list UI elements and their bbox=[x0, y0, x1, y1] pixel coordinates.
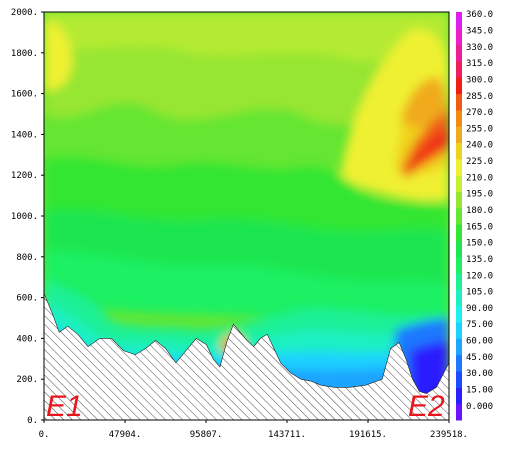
colorbar-swatch bbox=[456, 158, 462, 176]
y-axis: 0. 200. 400. 600. 800. 1000. 1200. 1400. 1600. 18… bbox=[11, 8, 44, 426]
colorbar-legend: 0.000 15.00 30.00 45.00 60.00 75.00 90.00 105.0… bbox=[456, 10, 493, 421]
terrain-mask bbox=[44, 293, 449, 420]
colorbar-swatch bbox=[456, 109, 462, 127]
colorbar-swatch bbox=[456, 273, 462, 290]
y-tick-label: 1600. bbox=[11, 90, 38, 100]
colorbar-swatch bbox=[456, 60, 462, 78]
y-tick-label: 1200. bbox=[11, 171, 38, 181]
colorbar-label: 15.00 bbox=[466, 386, 493, 396]
colorbar-swatch bbox=[456, 403, 462, 421]
colorbar-swatch bbox=[456, 387, 462, 405]
colorbar-swatch bbox=[456, 207, 462, 225]
colorbar-swatch bbox=[456, 142, 462, 160]
annotation-e1: E1 bbox=[46, 390, 83, 423]
colorbar-label: 315.0 bbox=[466, 59, 493, 69]
x-tick-label: 47904. bbox=[109, 430, 142, 440]
colorbar-swatch bbox=[456, 44, 462, 62]
y-tick-label: 200. bbox=[16, 375, 38, 385]
colorbar-swatch bbox=[456, 371, 462, 388]
colorbar-label: 345.0 bbox=[466, 26, 493, 36]
colorbar-label: 45.00 bbox=[466, 353, 493, 363]
colorbar-swatch bbox=[456, 224, 462, 241]
colorbar-swatch bbox=[456, 305, 462, 323]
colorbar-swatch bbox=[456, 12, 462, 29]
colorbar-label: 75.00 bbox=[466, 320, 493, 330]
colorbar-label: 330.0 bbox=[466, 43, 493, 53]
x-tick-label: 95807. bbox=[190, 430, 223, 440]
y-tick-label: 1800. bbox=[11, 49, 38, 59]
colorbar-swatch bbox=[456, 354, 462, 372]
colorbar-swatch bbox=[456, 28, 462, 46]
y-tick-label: 1400. bbox=[11, 130, 38, 140]
y-tick-label: 400. bbox=[16, 334, 38, 344]
colorbar-label: 210.0 bbox=[466, 173, 493, 183]
x-tick-label: 191615. bbox=[349, 430, 387, 440]
y-tick-label: 0. bbox=[27, 416, 38, 426]
colorbar-label: 120.0 bbox=[466, 271, 493, 281]
colorbar-swatch bbox=[456, 289, 462, 307]
colorbar-label: 135.0 bbox=[466, 255, 493, 265]
colorbar-label: 270.0 bbox=[466, 108, 493, 118]
colorbar-label: 195.0 bbox=[466, 190, 493, 200]
annotation-e2: E2 bbox=[408, 390, 445, 423]
colorbar-label: 180.0 bbox=[466, 206, 493, 216]
colorbar-label: 225.0 bbox=[466, 157, 493, 167]
colorbar-label: 0.000 bbox=[466, 402, 493, 412]
colorbar-label: 105.0 bbox=[466, 288, 493, 298]
colorbar-label: 255.0 bbox=[466, 124, 493, 134]
colorbar-swatch bbox=[456, 175, 462, 193]
colorbar-label: 60.00 bbox=[466, 337, 493, 347]
colorbar-swatch bbox=[456, 126, 462, 144]
colorbar-label: 300.0 bbox=[466, 75, 493, 85]
colorbar-label: 165.0 bbox=[466, 222, 493, 232]
colorbar-label: 285.0 bbox=[466, 92, 493, 102]
colorbar-swatch bbox=[456, 338, 462, 356]
y-tick-label: 1000. bbox=[11, 212, 38, 222]
colorbar-swatch bbox=[456, 256, 462, 274]
colorbar-swatch bbox=[456, 240, 462, 258]
plot-area bbox=[44, 12, 449, 420]
y-tick-label: 600. bbox=[16, 294, 38, 304]
y-tick-label: 800. bbox=[16, 253, 38, 263]
x-tick-label: 0. bbox=[39, 430, 50, 440]
colorbar-swatch bbox=[456, 77, 462, 95]
colorbar-label: 360.0 bbox=[466, 10, 493, 20]
x-tick-label: 239518. bbox=[430, 430, 468, 440]
colorbar-label: 150.0 bbox=[466, 239, 493, 249]
colorbar-swatch bbox=[456, 191, 462, 209]
x-axis: 0. 47904. 95807. 143711. 191615. 239518. bbox=[39, 420, 468, 440]
y-tick-label: 2000. bbox=[11, 8, 38, 18]
colorbar-swatch bbox=[456, 93, 462, 111]
colorbar-label: 240.0 bbox=[466, 141, 493, 151]
colorbar-label: 30.00 bbox=[466, 369, 493, 379]
x-tick-label: 143711. bbox=[268, 430, 306, 440]
colorbar-swatch bbox=[456, 322, 462, 339]
colorbar-label: 90.00 bbox=[466, 304, 493, 314]
